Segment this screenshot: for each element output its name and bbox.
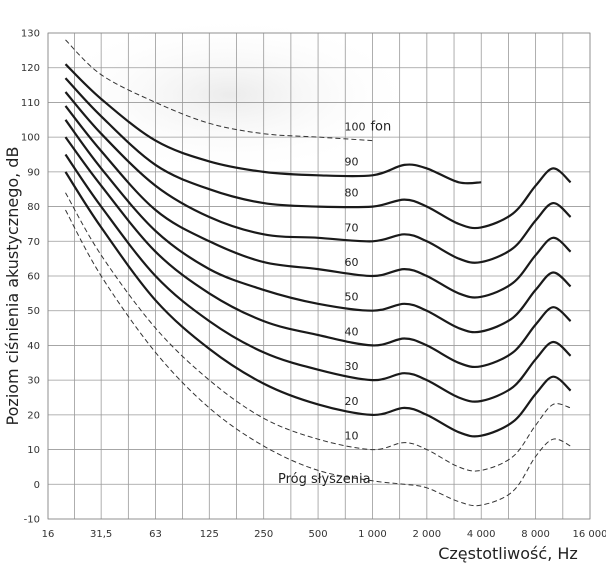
y-tick-label: 60	[27, 272, 40, 283]
y-tick-label: 30	[27, 376, 40, 387]
y-tick-label: 130	[21, 29, 40, 40]
curve-80	[64, 77, 572, 230]
curve-30	[64, 153, 572, 403]
curve-label: 80	[344, 187, 358, 200]
grid	[47, 32, 591, 520]
curve-label: 100	[344, 121, 365, 134]
curve-60	[64, 105, 572, 299]
curve-próg-słyszenia	[65, 209, 571, 507]
curve-10	[65, 192, 571, 472]
curve-labels: Próg słyszenia 10 20 30 40 50 60 70 80 90 100 fon	[278, 120, 391, 487]
y-tick-label: 90	[27, 167, 40, 178]
curve-label: 60	[344, 256, 358, 269]
x-tick-label: 8 000	[521, 529, 550, 540]
x-axis-ticks: 16 31,5 63 125 250 500 1 000 2 000 4 000 8 000 16 …	[42, 529, 606, 540]
plot-frame	[47, 32, 591, 520]
curve-label: 10	[344, 430, 358, 443]
curve-40	[64, 136, 572, 369]
curve-label: 50	[344, 291, 358, 304]
y-tick-label: 70	[27, 237, 40, 248]
y-tick-label: 0	[34, 480, 40, 491]
curve-20	[64, 171, 572, 438]
y-axis-ticks: -10 0 10 20 30 40 50 60 70 80 90 100 110 120 130	[21, 29, 40, 526]
curve-label: 30	[344, 360, 358, 373]
x-tick-label: 125	[200, 529, 219, 540]
x-tick-label: 2 000	[413, 529, 442, 540]
x-tick-label: 16 000	[573, 529, 606, 540]
x-tick-label: 250	[254, 529, 273, 540]
x-axis-label: Częstotliwość, Hz	[438, 544, 578, 563]
x-tick-label: 31,5	[90, 529, 112, 540]
y-tick-label: 50	[27, 306, 40, 317]
y-tick-label: 20	[27, 410, 40, 421]
curve-label: 20	[344, 395, 358, 408]
curve-50	[64, 119, 572, 334]
curve-90	[64, 63, 482, 185]
curve-label: 70	[344, 221, 358, 234]
threshold-label: Próg słyszenia	[278, 472, 371, 487]
y-tick-label: 120	[21, 63, 40, 74]
x-tick-label: 4 000	[467, 529, 496, 540]
y-tick-label: 110	[21, 98, 40, 109]
y-tick-label: -10	[24, 515, 40, 526]
curve-label: 40	[344, 325, 358, 338]
x-tick-label: 63	[149, 529, 162, 540]
background-shading	[40, 15, 420, 175]
x-tick-label: 500	[309, 529, 328, 540]
curves	[64, 39, 572, 507]
curve-100	[65, 39, 373, 142]
curve-70	[64, 91, 572, 264]
x-tick-label: 1 000	[358, 529, 387, 540]
curve-label: 90	[344, 155, 358, 168]
y-tick-label: 10	[27, 445, 40, 456]
x-tick-label: 16	[42, 529, 55, 540]
y-tick-label: 80	[27, 202, 40, 213]
y-tick-label: 100	[21, 133, 40, 144]
curve-label-unit: fon	[370, 120, 391, 135]
y-tick-label: 40	[27, 341, 40, 352]
y-axis-label: Poziom ciśnienia akustycznego, dB	[3, 147, 22, 426]
